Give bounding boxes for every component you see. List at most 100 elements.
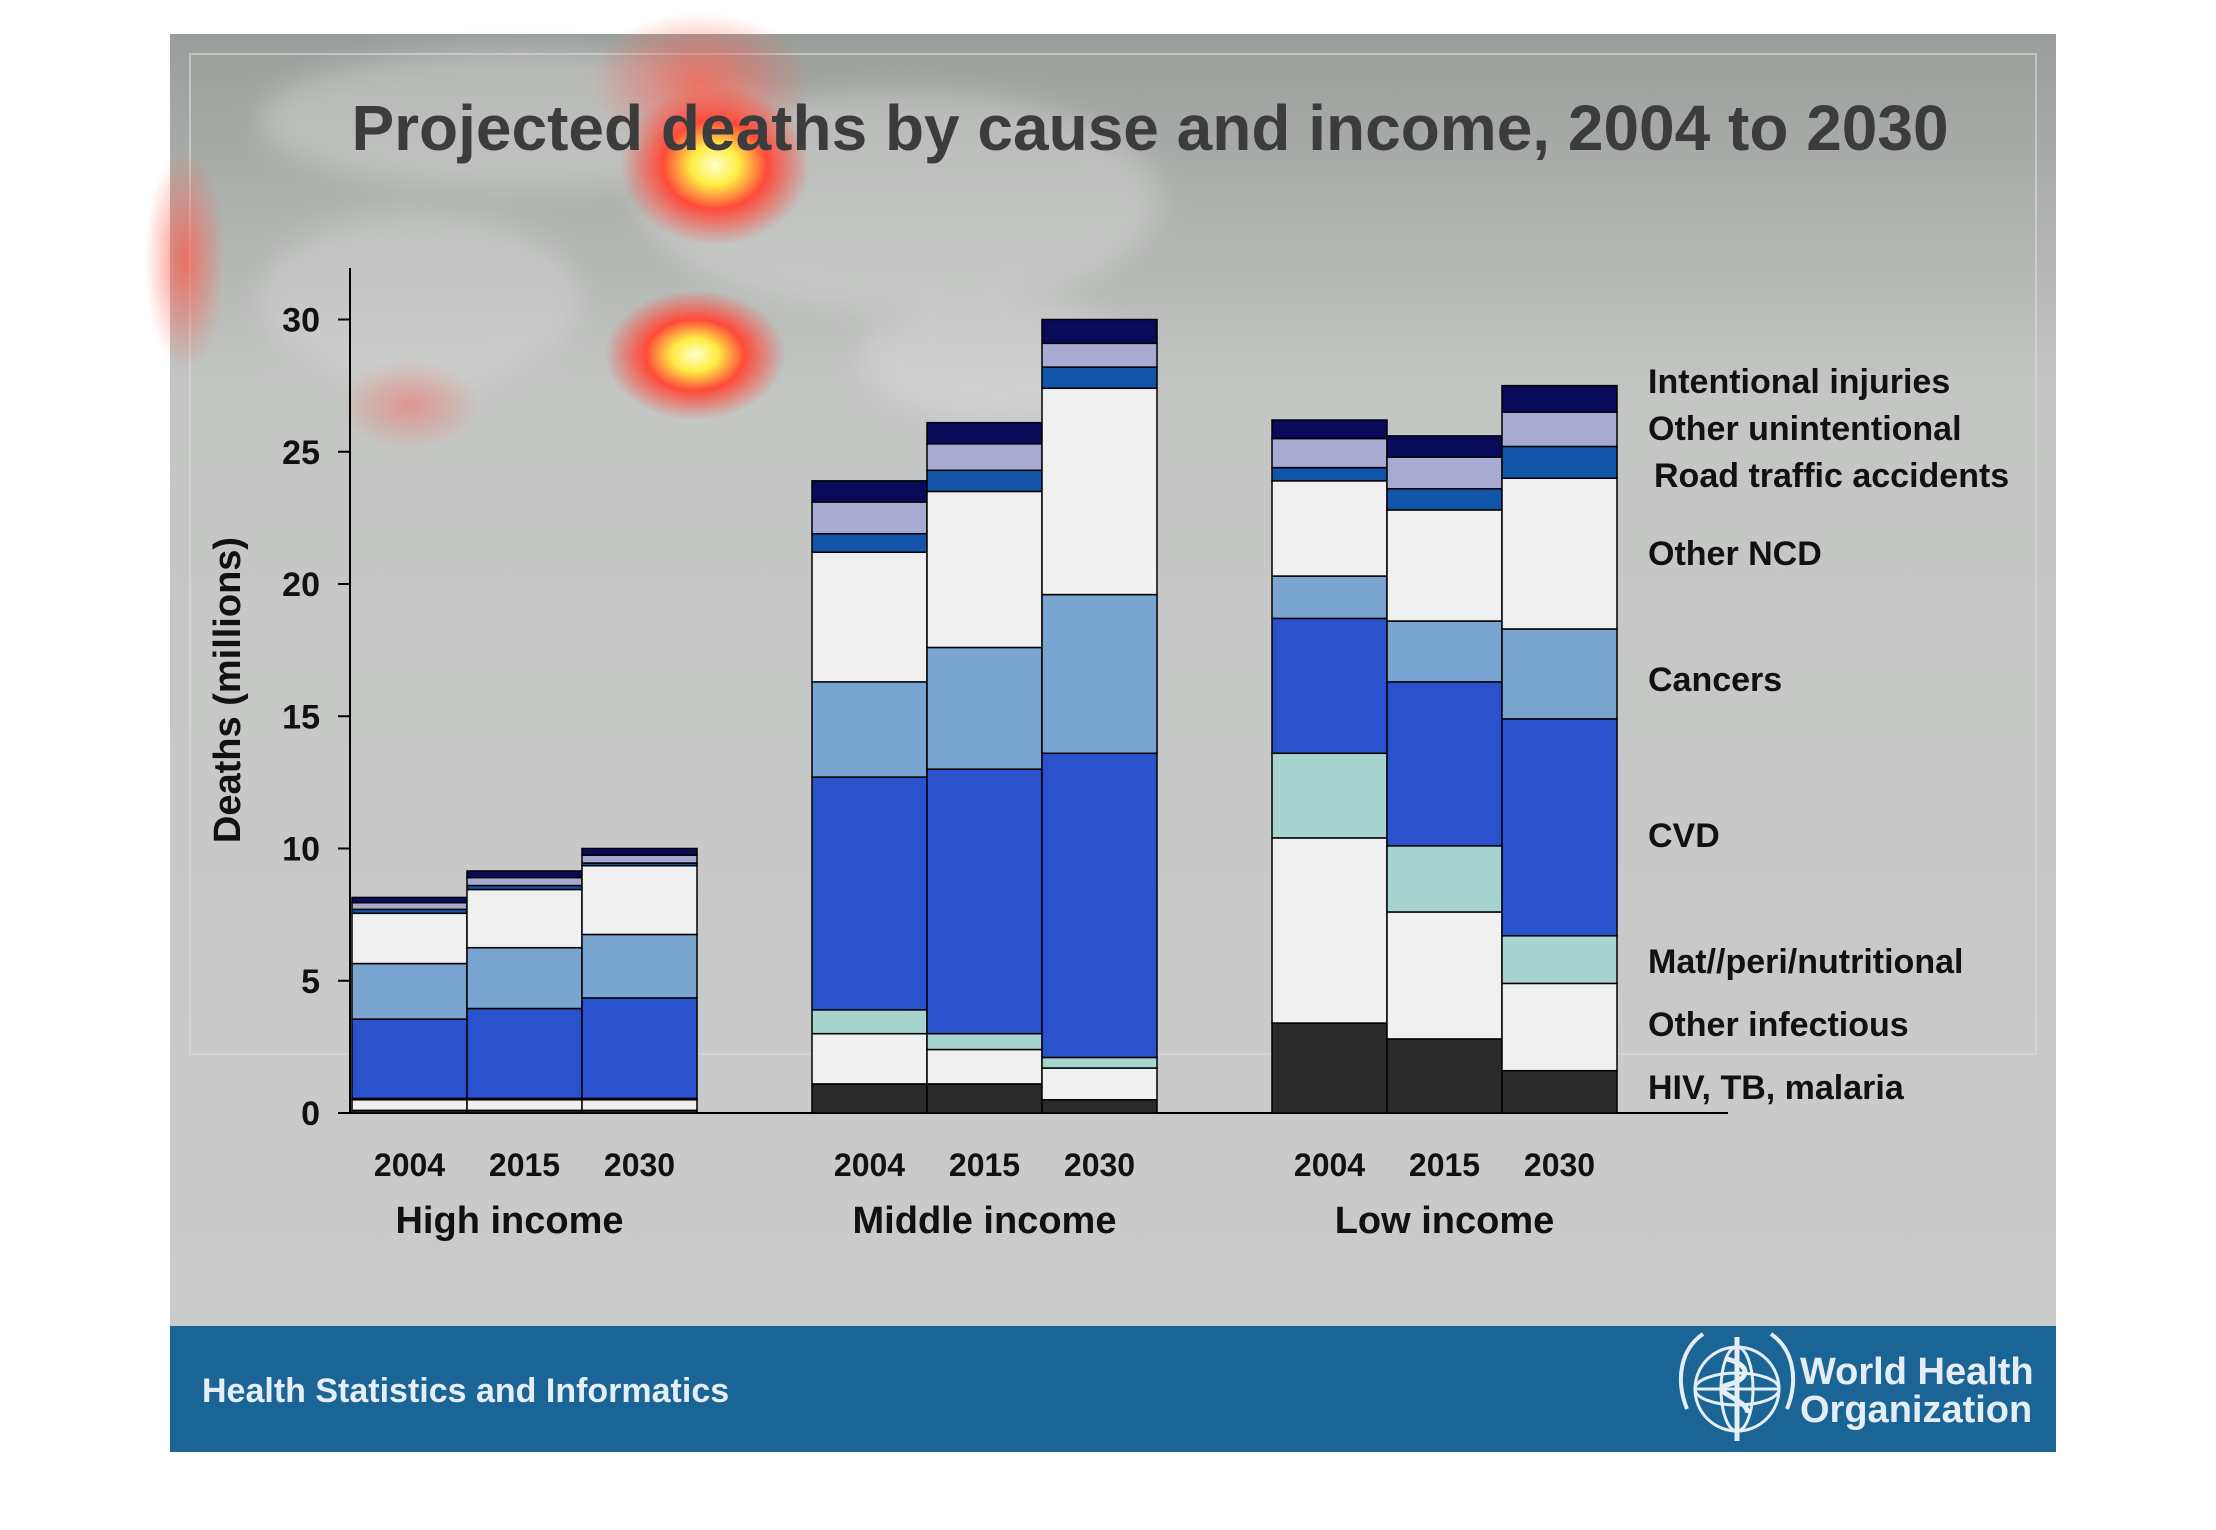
bar-segment [1386, 435, 1503, 458]
y-tick-label: 10 [282, 831, 320, 869]
bar-segment [1386, 456, 1503, 490]
bar-segment [1501, 982, 1618, 1072]
group-label: Middle income [853, 1200, 1117, 1242]
bar-segment [811, 1032, 928, 1085]
y-tick-label: 0 [301, 1095, 320, 1133]
bar-segment [1271, 1022, 1388, 1114]
bar-segment [811, 1083, 928, 1114]
bar-segment [1271, 419, 1388, 440]
bar-segment [466, 876, 583, 887]
bar-segment [1501, 411, 1618, 448]
y-tick-label: 30 [282, 302, 320, 340]
y-axis-label: Deaths (millions) [207, 537, 249, 843]
logo-text-line1: World Health [1800, 1351, 2034, 1393]
bar-segment [351, 1018, 468, 1100]
bar-segment [1271, 837, 1388, 1024]
bar-segment [1271, 752, 1388, 839]
stacked-bar-chart: 0 5 10 15 20 25 30 Deaths (millions) 2004 2015 203… [207, 268, 2009, 1242]
bar-segment [1386, 509, 1503, 622]
x-tick-label: 2004 [834, 1147, 905, 1183]
bar-segment [926, 1032, 1043, 1051]
bar-segment [466, 946, 583, 1010]
bar-segment [1271, 575, 1388, 620]
slide-title: Projected deaths by cause and income, 20… [351, 92, 1948, 164]
bar-segment [466, 870, 583, 879]
x-tick-label: 2030 [1064, 1147, 1135, 1183]
y-tick-label: 15 [282, 698, 320, 736]
bar-segment [466, 888, 583, 949]
bar-segment [351, 901, 468, 911]
bar-segment [926, 646, 1043, 770]
bar-segment [1501, 935, 1618, 985]
bar-segment [811, 681, 928, 778]
bar-segment [1386, 911, 1503, 1040]
bar-segment [1271, 437, 1388, 469]
bar-segment [1501, 445, 1618, 479]
footer-text: Health Statistics and Informatics [202, 1372, 729, 1410]
x-tick-label: 2015 [1409, 1147, 1480, 1183]
bar-segment [581, 864, 698, 936]
bar-segment [581, 1099, 698, 1112]
bar-segment [1271, 480, 1388, 577]
bar-segment [811, 480, 928, 503]
bar-segment [1501, 477, 1618, 630]
bar-segment [466, 1007, 583, 1100]
bar-segment [811, 1009, 928, 1035]
bar-segment [1386, 845, 1503, 913]
group-label: Low income [1335, 1200, 1555, 1242]
bar-segment [1041, 342, 1158, 368]
group-label: High income [395, 1200, 623, 1242]
bar-segment [581, 847, 698, 856]
bar-segment [1501, 718, 1618, 937]
bar-segment [1386, 1038, 1503, 1114]
bar-segment [1041, 387, 1158, 596]
y-tick-label: 20 [282, 566, 320, 604]
bar-segment [1386, 488, 1503, 511]
heatmap-overlay [145, 12, 810, 450]
bar-segment [1041, 1067, 1158, 1101]
bar-segment [1271, 617, 1388, 755]
series-label: Intentional injuries [1648, 363, 1950, 401]
bar-segment [811, 532, 928, 554]
bar-segment [811, 551, 928, 683]
x-tick-label: 2004 [374, 1147, 445, 1183]
bar-segment [1041, 318, 1158, 345]
bar-segment [351, 896, 468, 904]
bar-segment [1041, 752, 1158, 1059]
x-tick-label: 2030 [604, 1147, 675, 1183]
series-label: Road traffic accidents [1654, 457, 2009, 495]
bar-segment [811, 501, 928, 535]
bar-segment [1386, 620, 1503, 683]
series-label: Other infectious [1648, 1006, 1909, 1044]
x-tick-label: 2030 [1524, 1147, 1595, 1183]
bar-segment [926, 1048, 1043, 1085]
bar-segment [1041, 593, 1158, 755]
bar-segment [926, 443, 1043, 472]
x-tick-label: 2004 [1294, 1147, 1365, 1183]
bar-segment [926, 768, 1043, 1035]
y-tick-label: 25 [282, 434, 320, 472]
bar-segment [351, 912, 468, 965]
series-label: HIV, TB, malaria [1648, 1069, 1905, 1107]
bar-segment [926, 421, 1043, 445]
bar-segment [351, 962, 468, 1020]
y-tick-label: 5 [301, 963, 320, 1001]
bar-segment [926, 1083, 1043, 1114]
bar-segment [1501, 628, 1618, 720]
bar-segment [581, 997, 698, 1100]
bar-segment [351, 1099, 468, 1112]
bar-segment [1041, 1056, 1158, 1069]
bar-segment [811, 776, 928, 1011]
series-label: Mat//peri/nutritional [1648, 943, 1963, 981]
series-label: Other unintentional [1648, 410, 1962, 448]
who-emblem-icon [1679, 1332, 1795, 1441]
series-label: Cancers [1648, 661, 1782, 699]
bar-segment [581, 854, 698, 864]
series-label: CVD [1648, 817, 1720, 855]
bar-segment [1501, 384, 1618, 413]
series-label: Other NCD [1648, 535, 1822, 573]
logo-text-line2: Organization [1800, 1389, 2032, 1431]
bar-segment [581, 933, 698, 999]
bar-segment [926, 469, 1043, 493]
